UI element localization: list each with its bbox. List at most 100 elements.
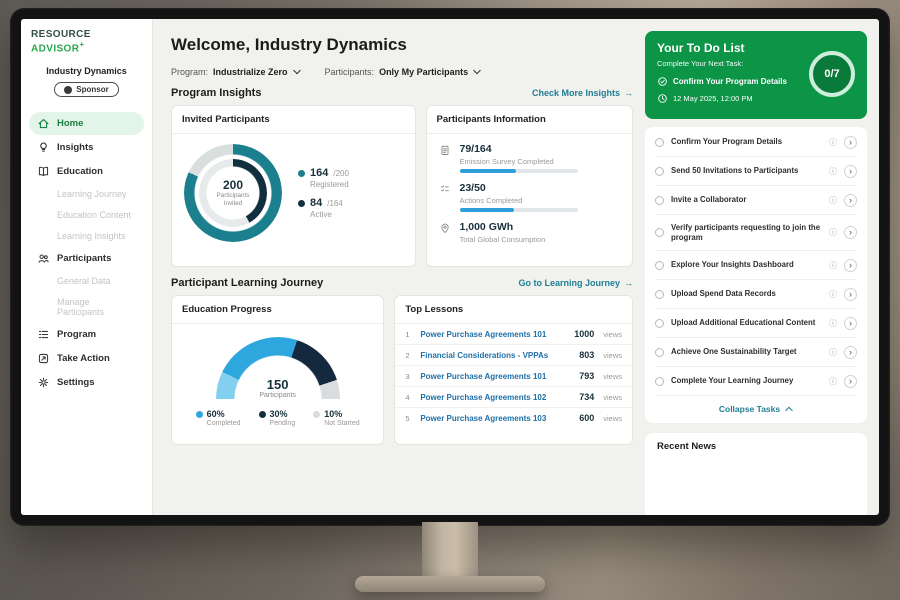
chevron-right-icon[interactable]: › [844,258,857,272]
info-icon[interactable]: ⓘ [829,376,837,386]
task-checkbox[interactable] [655,318,664,328]
sidebar-item-learning-insights[interactable]: Learning Insights [29,226,144,246]
chevron-right-icon[interactable]: › [844,287,857,301]
sidebar-item-take-action[interactable]: Take Action [29,347,144,370]
participants-filter[interactable]: Participants: Only My Participants [325,67,482,77]
task-checkbox[interactable] [655,347,664,357]
task-checkbox[interactable] [655,137,664,147]
chevron-right-icon[interactable]: › [844,164,857,178]
action-arrow-icon [37,352,50,365]
arrow-right-icon: → [624,278,633,288]
monitor-stand-neck [422,522,478,578]
task-checkbox[interactable] [655,195,664,205]
sidebar-item-label: Take Action [57,353,110,365]
sidebar-item-program[interactable]: Program [29,323,144,346]
sidebar-item-label: Manage Participants [57,297,105,318]
sponsor-badge: Sponsor [54,82,119,98]
chevron-up-icon [785,406,793,412]
people-icon [37,252,50,265]
sidebar-item-insights[interactable]: Insights [29,136,144,159]
collapse-tasks-button[interactable]: Collapse Tasks [655,396,857,420]
bulb-icon [37,141,50,154]
legend-dot-registered [298,169,305,177]
sidebar-item-settings[interactable]: Settings [29,371,144,394]
task-checkbox[interactable] [655,289,664,299]
sidebar-item-education-content[interactable]: Education Content [29,205,144,225]
go-to-learning-journey-link[interactable]: Go to Learning Journey → [518,278,633,288]
center-column: Welcome, Industry Dynamics Program: Indu… [171,31,633,515]
info-icon[interactable]: ⓘ [829,318,837,328]
todo-task[interactable]: Send 50 Invitations to Participants ⓘ › [655,157,857,186]
section-title: Program Insights [171,87,262,99]
chevron-right-icon[interactable]: › [844,316,857,330]
top-lessons-card: Top Lessons 1 Power Purchase Agreements … [394,295,633,445]
lesson-link[interactable]: Power Purchase Agreements 101 [420,371,547,381]
program-filter-label: Program: [171,67,209,77]
gauge-legend: 60% Completed 30% Pending 10% Not Starte… [195,409,360,427]
lesson-link[interactable]: Power Purchase Agreements 102 [420,392,547,402]
app-logo: RESOURCE ADVISOR+ [31,29,91,55]
clock-icon [657,93,668,104]
chevron-right-icon[interactable]: › [844,345,857,359]
legend-registered: 164 /200 Registered [298,167,349,189]
todo-task[interactable]: Upload Spend Data Records ⓘ › [655,280,857,310]
org-name: Industry Dynamics [46,66,127,77]
sidebar-item-label: Settings [57,377,95,389]
lesson-link[interactable]: Power Purchase Agreements 101 [420,329,547,339]
lesson-row: 3 Power Purchase Agreements 101 793 view… [395,366,632,387]
chevron-right-icon[interactable]: › [844,374,857,388]
program-filter-value: Industrialize Zero [213,67,288,77]
learning-cards-row: Education Progress 150 Participants [171,295,633,445]
chevron-down-icon [473,69,481,75]
lesson-link[interactable]: Financial Considerations - VPPAs [420,350,549,360]
task-checkbox[interactable] [655,376,664,386]
info-icon[interactable]: ⓘ [829,228,837,238]
info-icon[interactable]: ⓘ [829,137,837,147]
legend-dot-not-started [313,410,321,418]
sidebar-item-label: Home [57,118,84,130]
sidebar-item-general-data[interactable]: General Data [29,271,144,291]
insights-cards-row: Invited Participants 200 Participants In… [171,105,633,267]
program-insights-header: Program Insights Check More Insights → [171,87,633,99]
card-title: Top Lessons [395,296,632,324]
todo-task-list: Confirm Your Program Details ⓘ › Send 50… [645,127,867,424]
task-checkbox[interactable] [655,228,664,238]
todo-task[interactable]: Confirm Your Program Details ⓘ › [655,128,857,157]
info-icon[interactable]: ⓘ [829,260,837,270]
sidebar-item-participants[interactable]: Participants [29,247,144,270]
check-more-insights-link[interactable]: Check More Insights → [531,88,633,98]
lesson-row: 4 Power Purchase Agreements 102 734 view… [395,387,632,408]
chevron-right-icon[interactable]: › [844,226,857,240]
info-icon[interactable]: ⓘ [829,347,837,357]
card-title: Invited Participants [172,106,415,134]
sidebar-item-manage-participants[interactable]: Manage Participants [29,292,144,322]
info-icon[interactable]: ⓘ [829,166,837,176]
program-filter[interactable]: Program: Industrialize Zero [171,67,301,77]
legend-active: 84 /164 Active [298,197,349,219]
participants-filter-label: Participants: [324,67,375,77]
consumption-row: 1,000 GWh Total Global Consumption [427,212,633,247]
info-icon[interactable]: ⓘ [829,195,837,205]
todo-task[interactable]: Invite a Collaborator ⓘ › [655,186,857,215]
chevron-right-icon[interactable]: › [844,193,857,207]
sidebar-item-label: Learning Journey [57,189,127,200]
info-icon[interactable]: ⓘ [829,289,837,299]
todo-task[interactable]: Achieve One Sustainability Target ⓘ › [655,338,857,368]
chevron-right-icon[interactable]: › [844,135,857,149]
legend-dot-active [298,199,305,207]
task-checkbox[interactable] [655,166,664,176]
task-checkbox[interactable] [655,260,664,270]
todo-task[interactable]: Verify participants requesting to join t… [655,215,857,252]
todo-progress-badge: 0/7 [809,51,855,97]
sidebar-item-learning-journey[interactable]: Learning Journey [29,184,144,204]
todo-task[interactable]: Complete Your Learning Journey ⓘ › [655,367,857,397]
checklist-icon [439,182,452,212]
todo-task[interactable]: Upload Additional Educational Content ⓘ … [655,309,857,339]
monitor-stand-base [355,576,545,592]
sidebar-item-home[interactable]: Home [29,112,144,136]
sidebar-item-education[interactable]: Education [29,160,144,183]
lesson-link[interactable]: Power Purchase Agreements 103 [420,413,547,423]
sidebar-nav: Home Insights Education Learning Journey… [29,111,144,395]
todo-task[interactable]: Explore Your Insights Dashboard ⓘ › [655,251,857,281]
arrow-right-icon: → [624,88,633,98]
